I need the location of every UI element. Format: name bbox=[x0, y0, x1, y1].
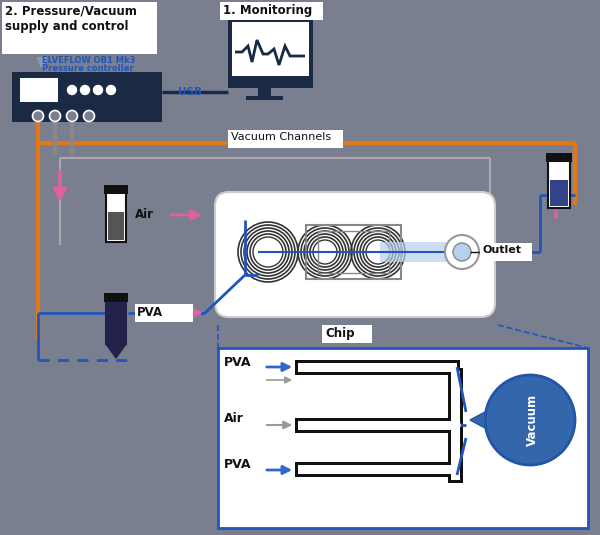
Bar bbox=[550, 180, 568, 206]
Circle shape bbox=[485, 375, 575, 465]
Bar bbox=[232, 22, 309, 76]
Text: Air: Air bbox=[224, 412, 244, 425]
Bar bbox=[104, 293, 128, 302]
Bar bbox=[318, 231, 389, 273]
Circle shape bbox=[453, 243, 471, 261]
Text: ELVEFLOW OB1 Mk3: ELVEFLOW OB1 Mk3 bbox=[42, 56, 136, 65]
Circle shape bbox=[32, 111, 44, 121]
Circle shape bbox=[67, 111, 77, 121]
Text: USB: USB bbox=[178, 87, 202, 97]
Bar bbox=[298, 421, 457, 430]
Text: Outlet: Outlet bbox=[482, 245, 521, 255]
Text: Vacuum Channels: Vacuum Channels bbox=[231, 132, 331, 142]
Bar bbox=[298, 363, 457, 372]
Text: Chip: Chip bbox=[325, 327, 355, 340]
Text: 2. Pressure/Vacuum
supply and control: 2. Pressure/Vacuum supply and control bbox=[5, 4, 137, 33]
Text: PVA: PVA bbox=[224, 356, 251, 369]
Bar bbox=[295, 418, 460, 433]
Bar bbox=[228, 20, 313, 88]
Polygon shape bbox=[106, 344, 126, 358]
Bar bbox=[295, 360, 460, 375]
Bar bbox=[106, 298, 126, 344]
Bar bbox=[246, 96, 283, 100]
Polygon shape bbox=[470, 412, 485, 428]
Circle shape bbox=[452, 421, 460, 429]
Bar bbox=[380, 242, 455, 262]
Circle shape bbox=[50, 111, 61, 121]
Bar bbox=[108, 212, 124, 240]
Bar bbox=[480, 243, 532, 261]
Bar bbox=[258, 88, 271, 96]
Circle shape bbox=[366, 240, 390, 264]
Bar bbox=[218, 348, 588, 528]
Bar bbox=[12, 72, 162, 122]
Bar bbox=[2, 2, 157, 54]
Text: PVA: PVA bbox=[137, 306, 163, 319]
Circle shape bbox=[313, 240, 337, 264]
Bar bbox=[298, 465, 457, 474]
Bar bbox=[448, 368, 463, 483]
Circle shape bbox=[445, 235, 479, 269]
Circle shape bbox=[94, 86, 103, 95]
Bar bbox=[104, 185, 128, 194]
Text: PVA: PVA bbox=[224, 458, 251, 471]
Bar bbox=[306, 225, 401, 279]
Bar bbox=[546, 153, 572, 162]
FancyBboxPatch shape bbox=[215, 192, 495, 317]
Bar bbox=[295, 462, 460, 477]
Bar bbox=[451, 371, 460, 480]
Circle shape bbox=[83, 111, 95, 121]
Circle shape bbox=[107, 86, 116, 95]
Circle shape bbox=[253, 237, 283, 267]
Circle shape bbox=[80, 86, 89, 95]
Bar bbox=[106, 190, 126, 242]
Bar bbox=[135, 304, 193, 322]
Bar bbox=[322, 325, 372, 343]
Text: 1. Monitoring: 1. Monitoring bbox=[223, 4, 312, 17]
Circle shape bbox=[68, 86, 77, 95]
Bar bbox=[228, 130, 343, 148]
Text: Vacuum: Vacuum bbox=[526, 394, 539, 446]
Text: Air: Air bbox=[135, 208, 154, 221]
Bar bbox=[220, 2, 323, 20]
Text: Pressure controller: Pressure controller bbox=[42, 64, 134, 73]
Bar bbox=[548, 158, 570, 208]
Bar bbox=[20, 78, 58, 102]
